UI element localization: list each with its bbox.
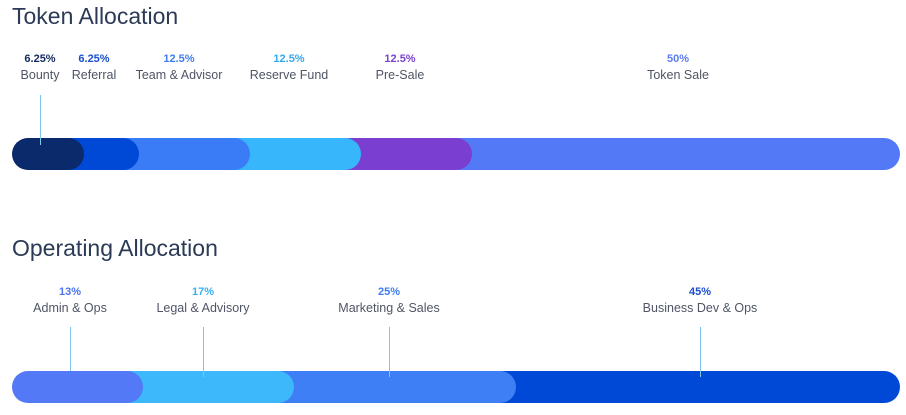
leader-line-marketing-and-sales — [389, 327, 390, 377]
value-label: 12.5% — [273, 53, 305, 65]
bar-segment-bounty — [12, 138, 84, 170]
category-label: Referral — [71, 68, 117, 82]
category-label: Business Dev & Ops — [642, 301, 758, 315]
category-label: Bounty — [20, 68, 60, 82]
label-business-dev-and-ops: 45% Business Dev & Ops — [643, 285, 758, 317]
value-label: 45% — [688, 286, 712, 298]
token-allocation-section: Token Allocation 6.25% Bounty 6.25% Referra… — [0, 0, 906, 200]
category-label: Pre-Sale — [375, 68, 425, 82]
category-label: Marketing & Sales — [338, 301, 440, 315]
category-label: Admin & Ops — [33, 301, 107, 315]
leader-line-bounty — [40, 95, 41, 145]
leader-line-admin-and-ops — [70, 327, 71, 371]
bar-segment-business-dev-and-ops — [484, 371, 900, 403]
token-allocation-title: Token Allocation — [12, 3, 179, 29]
label-marketing-and-sales: 25% Marketing & Sales — [338, 285, 439, 317]
value-label: 17% — [191, 286, 215, 298]
label-team-and-advisor: 12.5% Team & Advisor — [136, 52, 223, 84]
label-bounty: 6.25% Bounty — [21, 52, 60, 84]
value-label: 6.25% — [78, 53, 110, 65]
operating-allocation-labels: 13% Admin & Ops 17% Legal & Advisory 25% Mark… — [0, 285, 906, 325]
category-label: Token Sale — [647, 68, 709, 82]
bar-segment-token-sale — [440, 138, 900, 170]
token-allocation-labels: 6.25% Bounty 6.25% Referral 12.5% Team & Advi… — [0, 52, 906, 92]
value-label: 12.5% — [163, 53, 195, 65]
label-reserve-fund: 12.5% Reserve Fund — [250, 52, 329, 84]
operating-allocation-bar — [12, 371, 900, 403]
category-label: Legal & Advisory — [156, 301, 250, 315]
label-token-sale: 50% Token Sale — [647, 52, 709, 84]
bar-segment-admin-and-ops — [12, 371, 144, 403]
value-label: 50% — [666, 53, 690, 65]
label-admin-and-ops: 13% Admin & Ops — [33, 285, 107, 317]
value-label: 13% — [58, 286, 82, 298]
value-label: 12.5% — [384, 53, 416, 65]
operating-allocation-leaders — [0, 327, 906, 377]
leader-line-business-dev-and-ops — [700, 327, 701, 377]
value-label: 25% — [377, 286, 401, 298]
category-label: Reserve Fund — [249, 68, 329, 82]
operating-allocation-title: Operating Allocation — [12, 235, 218, 261]
label-referral: 6.25% Referral — [72, 52, 116, 84]
operating-allocation-section: Operating Allocation 13% Admin & Ops 17% Le… — [0, 232, 906, 415]
value-label: 6.25% — [24, 53, 56, 65]
token-allocation-bar — [12, 138, 900, 170]
label-legal-and-advisory: 17% Legal & Advisory — [156, 285, 249, 317]
category-label: Team & Advisor — [135, 68, 223, 82]
token-allocation-leaders — [0, 95, 906, 145]
label-pre-sale: 12.5% Pre-Sale — [376, 52, 425, 84]
leader-line-legal-and-advisory — [203, 327, 204, 377]
